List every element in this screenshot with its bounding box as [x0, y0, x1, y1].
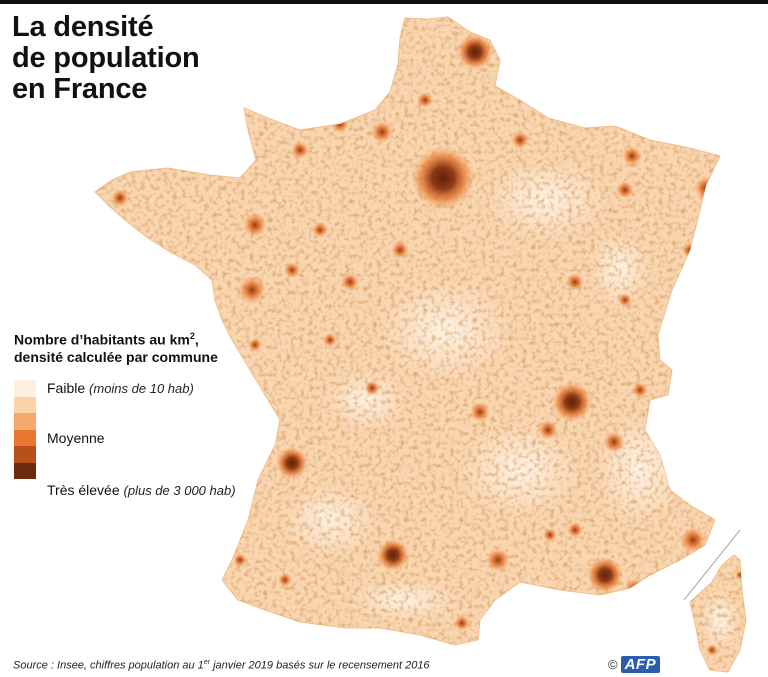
- legend-heading-sup: 2: [189, 331, 195, 341]
- city-strasbourg: [694, 176, 718, 200]
- legend-label-low: Faible (moins de 10 hab): [47, 380, 194, 396]
- city-tours: [341, 273, 359, 291]
- city-reims: [511, 131, 529, 149]
- city-annecy: [632, 382, 648, 398]
- legend-swatch-1: [14, 380, 36, 397]
- legend-swatches: [14, 380, 38, 479]
- city-metz: [622, 146, 642, 166]
- legend-heading: Nombre d’habitants au km2, densité calcu…: [14, 328, 264, 366]
- city-rouen: [371, 121, 393, 143]
- legend-swatch-5: [14, 446, 36, 463]
- city-caen: [291, 141, 309, 159]
- city-limoges: [364, 380, 380, 396]
- city-orleans: [391, 241, 409, 259]
- city-lille: [457, 34, 493, 70]
- city-le-mans: [312, 222, 328, 238]
- legend-heading-line-1: Nombre d’habitants au km2,: [14, 328, 264, 349]
- title-line-2: de population: [12, 42, 200, 74]
- source-prefix: Source : Insee, chiffres population au 1: [13, 659, 204, 672]
- city-ajaccio: [706, 644, 718, 656]
- city-amiens: [417, 92, 433, 108]
- city-bastia: [735, 570, 745, 580]
- legend-heading-line-2: densité calculée par commune: [14, 348, 218, 365]
- city-perpignan: [454, 615, 470, 631]
- source-suffix: janvier 2019 basés sur le recensement 20…: [210, 659, 430, 672]
- credit: © AFP: [608, 656, 661, 673]
- urban-areas: [111, 34, 745, 656]
- legend-swatch-2: [14, 396, 36, 413]
- city-nancy: [616, 181, 634, 199]
- title-line-1: La densité: [12, 11, 154, 43]
- legend-label-high-text: Très élevée: [47, 482, 120, 498]
- city-toulouse: [377, 539, 409, 571]
- title-line-3: en France: [12, 73, 148, 105]
- city-montpellier: [486, 548, 510, 572]
- legend-label-low-note: (moins de 10 hab): [89, 381, 194, 396]
- city-dijon: [566, 273, 584, 291]
- city-grenoble: [603, 431, 625, 453]
- city-marseille: [587, 557, 623, 593]
- legend-label-high: Très élevée (plus de 3 000 hab): [47, 482, 236, 498]
- city-besancon: [618, 293, 632, 307]
- city-lyon: [552, 382, 592, 422]
- inset-divider: [683, 529, 741, 601]
- city-bayonne: [233, 553, 247, 567]
- city-avignon: [567, 522, 583, 538]
- source-note: Source : Insee, chiffres population au 1…: [13, 659, 430, 672]
- legend-label-high-note: (plus de 3 000 hab): [123, 483, 236, 498]
- legend-label-low-text: Faible: [47, 380, 86, 396]
- city-nice: [680, 527, 706, 553]
- city-le-havre: [331, 115, 349, 133]
- source-sup: er: [203, 659, 211, 666]
- legend-swatch-4: [14, 429, 36, 446]
- legend-heading-text: Nombre d’habitants au km: [14, 331, 190, 348]
- city-bordeaux: [276, 447, 308, 479]
- legend-label-medium: Moyenne: [47, 430, 105, 446]
- legend: Nombre d’habitants au km2, densité calcu…: [14, 328, 264, 498]
- city-pau: [278, 573, 292, 587]
- legend-swatch-6: [14, 462, 36, 479]
- legend-swatch-3: [14, 413, 36, 430]
- city-saint-etienne: [538, 420, 558, 440]
- afp-logo: AFP: [620, 656, 661, 673]
- city-nantes: [238, 276, 266, 304]
- copyright-symbol: ©: [608, 657, 618, 672]
- city-paris: [411, 146, 475, 210]
- city-nimes: [543, 528, 557, 542]
- city-mulhouse: [682, 242, 698, 258]
- map-title: La densité de population en France: [12, 12, 200, 105]
- city-clermont: [470, 402, 490, 422]
- city-rennes: [243, 213, 267, 237]
- top-rule: [0, 0, 768, 4]
- legend-label-medium-text: Moyenne: [47, 430, 105, 446]
- city-la-rochelle: [248, 338, 262, 352]
- city-brest: [111, 189, 129, 207]
- city-toulon: [625, 578, 645, 598]
- legend-heading-end: ,: [194, 331, 199, 348]
- city-angers: [284, 262, 300, 278]
- city-poitiers: [323, 333, 337, 347]
